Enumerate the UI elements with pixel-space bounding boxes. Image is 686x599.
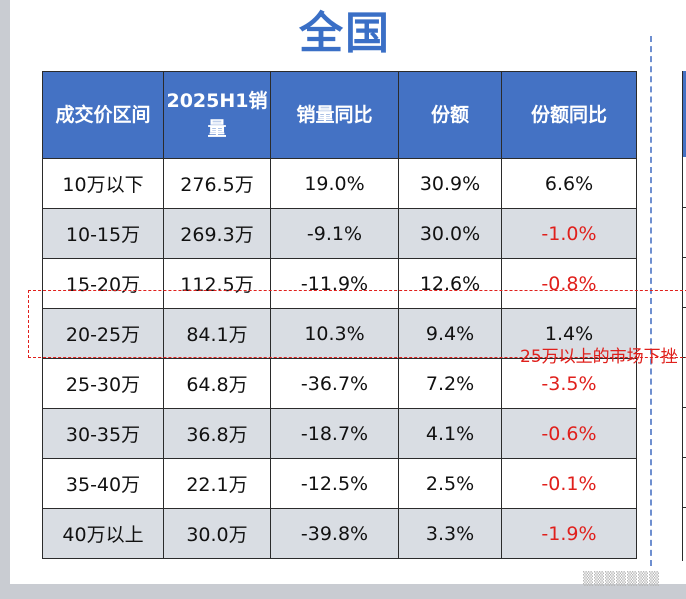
cell-sales-volume: 112.5万 (163, 258, 271, 309)
cell-sales-yoy: -11.9% (270, 258, 399, 309)
header-share-yoy: 份额同比 (501, 71, 637, 159)
cell-share-yoy: -0.6% (501, 408, 637, 459)
cell-sales-volume: 36.8万 (163, 408, 271, 459)
dashed-divider (650, 36, 652, 566)
header-sales-volume: 2025H1销量 (163, 71, 271, 159)
annotation-text: 25万以上的市场下挫 (520, 347, 678, 367)
cell-share: 30.9% (398, 158, 502, 209)
table-row: 30-35万 36.8万 -18.7% 4.1% -0.6% (42, 408, 637, 459)
cell-price-range: 35-40万 (42, 458, 164, 509)
header-share: 份额 (398, 71, 502, 159)
cell-share-yoy: -0.1% (501, 458, 637, 509)
cell-price-range: 25-30万 (42, 358, 164, 409)
cell-share-yoy: -1.0% (501, 208, 637, 259)
cell-share: 30.0% (398, 208, 502, 259)
cell-sales-volume: 276.5万 (163, 158, 271, 209)
cell-price-range: 10万以下 (42, 158, 164, 209)
table-row: 10万以下 276.5万 19.0% 30.9% 6.6% (42, 158, 637, 209)
cell-share-yoy: -1.9% (501, 508, 637, 559)
cell-share: 2.5% (398, 458, 502, 509)
cell-sales-volume: 84.1万 (163, 308, 271, 359)
cell-sales-volume: 30.0万 (163, 508, 271, 559)
cell-sales-yoy: -12.5% (270, 458, 399, 509)
table-row: 35-40万 22.1万 -12.5% 2.5% -0.1% (42, 458, 637, 509)
cell-share: 9.4% (398, 308, 502, 359)
cell-sales-yoy: -39.8% (270, 508, 399, 559)
cell-sales-yoy: 10.3% (270, 308, 399, 359)
watermark: ▒▒▒▒▒▒▒ (583, 572, 660, 587)
cell-sales-yoy: -36.7% (270, 358, 399, 409)
cell-sales-yoy: -18.7% (270, 408, 399, 459)
cell-share-yoy: -3.5% (501, 358, 637, 409)
cell-price-range: 30-35万 (42, 408, 164, 459)
cell-price-range: 40万以上 (42, 508, 164, 559)
table-row: 25-30万 64.8万 -36.7% 7.2% -3.5% (42, 358, 637, 409)
cell-share: 3.3% (398, 508, 502, 559)
cell-sales-volume: 269.3万 (163, 208, 271, 259)
cell-sales-yoy: 19.0% (270, 158, 399, 209)
cell-sales-yoy: -9.1% (270, 208, 399, 259)
cell-share-yoy: -0.8% (501, 258, 637, 309)
cell-sales-volume: 22.1万 (163, 458, 271, 509)
adjacent-table-header (683, 71, 686, 157)
table-row: 40万以上 30.0万 -39.8% 3.3% -1.9% (42, 508, 637, 559)
cell-share: 12.6% (398, 258, 502, 309)
table-row: 20-25万 84.1万 10.3% 9.4% 1.4% (42, 308, 637, 359)
cell-share: 4.1% (398, 408, 502, 459)
cell-share-yoy: 6.6% (501, 158, 637, 209)
table-header-row: 成交价区间 2025H1销量 销量同比 份额 份额同比 (42, 71, 637, 159)
cell-share: 7.2% (398, 358, 502, 409)
header-sales-yoy: 销量同比 (270, 71, 399, 159)
table-row: 10-15万 269.3万 -9.1% 30.0% -1.0% (42, 208, 637, 259)
header-price-range: 成交价区间 (42, 71, 164, 159)
table-row: 15-20万 112.5万 -11.9% 12.6% -0.8% (42, 258, 637, 309)
slide-title: 全国 (299, 8, 391, 59)
cell-price-range: 10-15万 (42, 208, 164, 259)
cell-price-range: 20-25万 (42, 308, 164, 359)
cell-sales-volume: 64.8万 (163, 358, 271, 409)
cell-share-yoy: 1.4% (501, 308, 637, 359)
price-range-sales-table: 成交价区间 2025H1销量 销量同比 份额 份额同比 10万以下 276.5万… (42, 71, 637, 559)
highlight-box (28, 290, 686, 358)
